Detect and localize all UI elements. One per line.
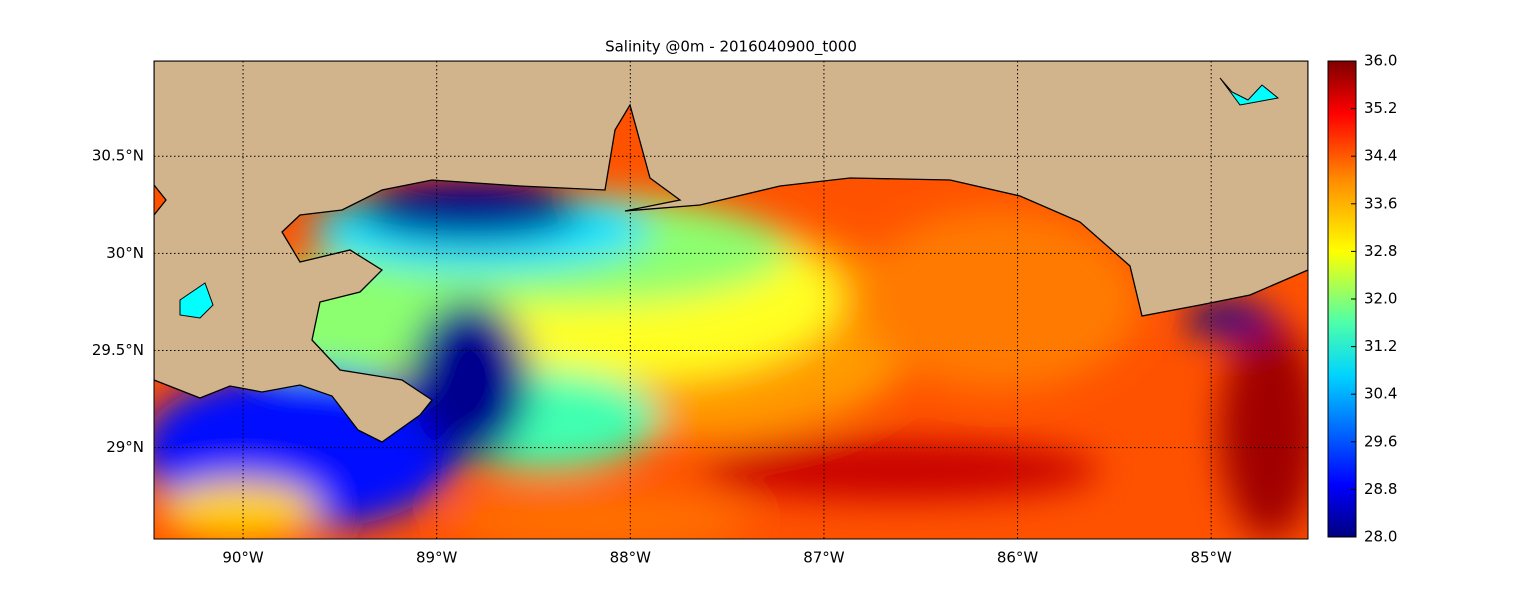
colorbar-tick-label: 32.8 [1364, 242, 1397, 260]
y-tick-label: 29°N [106, 438, 144, 456]
x-tick-label: 88°W [610, 549, 652, 567]
y-tick-label: 30.5°N [92, 147, 144, 165]
colorbar-tick-label: 32.0 [1364, 290, 1397, 308]
colorbar-tick-label: 35.2 [1364, 99, 1397, 117]
colorbar-tick-label: 34.4 [1364, 147, 1397, 165]
colorbar-tick-label: 28.0 [1364, 528, 1397, 546]
x-tick-label: 87°W [803, 549, 845, 567]
x-tick-label: 85°W [1190, 549, 1232, 567]
colorbar-tick-label: 29.6 [1364, 432, 1397, 450]
colorbar-tick-label: 33.6 [1364, 194, 1397, 212]
x-tick-label: 89°W [416, 549, 458, 567]
map-frame [153, 60, 1309, 540]
colorbar-tick-label: 31.2 [1364, 337, 1397, 355]
x-tick-label: 86°W [997, 549, 1039, 567]
colorbar-tick-label: 28.8 [1364, 480, 1397, 498]
map-title: Salinity @0m - 2016040900_t000 [605, 38, 857, 57]
salinity-field [154, 61, 1308, 539]
y-tick-label: 29.5°N [92, 341, 144, 359]
y-tick-label: 30°N [106, 244, 144, 262]
colorbar-tick-label: 36.0 [1364, 52, 1397, 70]
colorbar-tick-label: 30.4 [1364, 385, 1397, 403]
x-tick-label: 90°W [222, 549, 264, 567]
